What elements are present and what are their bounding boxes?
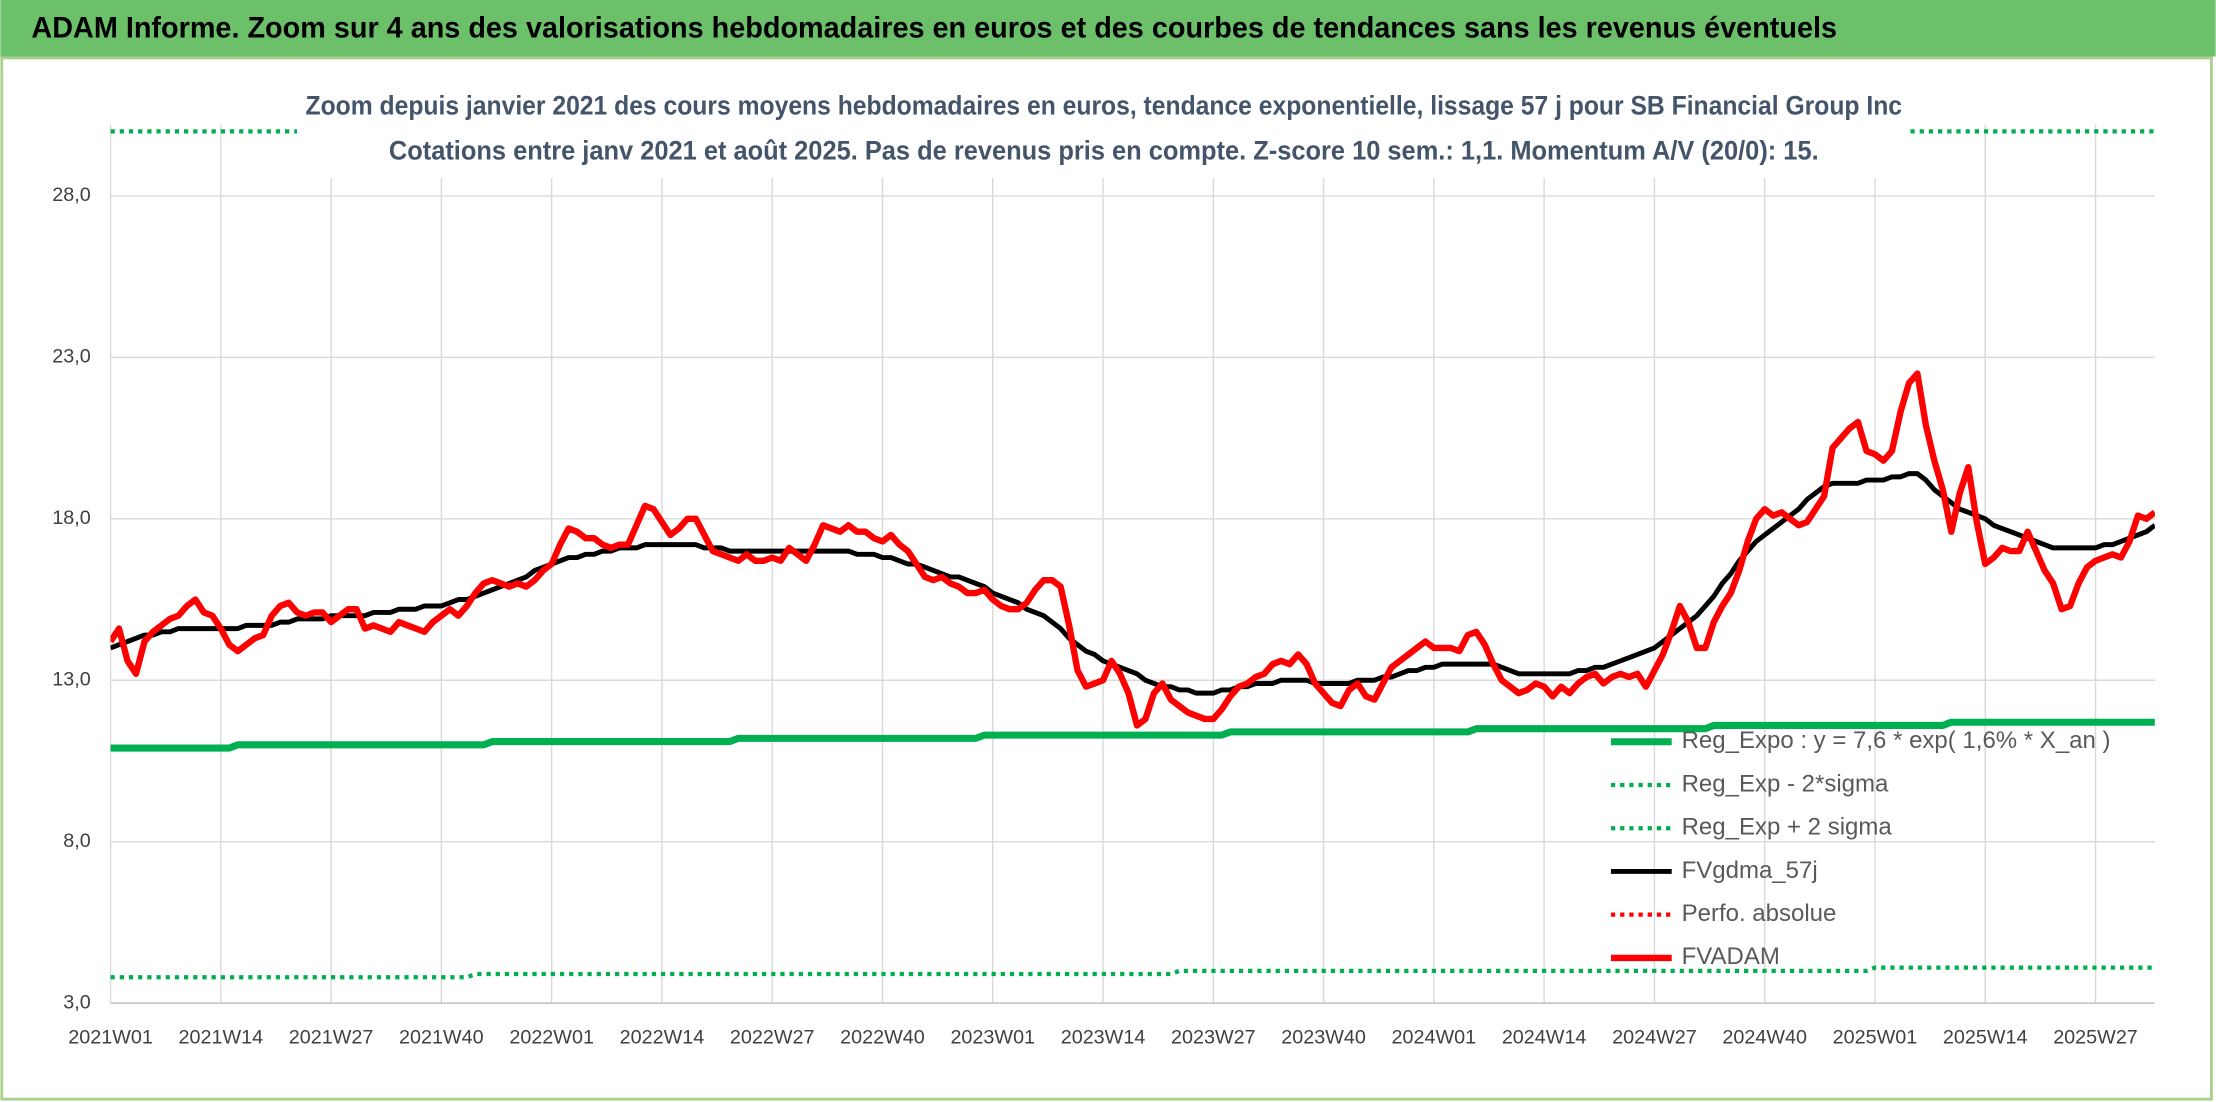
legend-label: Perfo. absolue <box>1682 900 1837 927</box>
axis-labels: 3,0 8,0 13,0 18,0 23,0 28,0 2021W01 2021W14 2021… <box>52 184 2138 1048</box>
legend-label: FVgdma_57j <box>1682 857 1818 884</box>
x-tick-label: 2022W14 <box>620 1027 705 1049</box>
x-tick-label: 2023W27 <box>1171 1027 1256 1049</box>
series-line <box>110 471 2155 696</box>
y-tick-label: 18,0 <box>52 507 90 529</box>
series-line <box>110 718 2155 752</box>
series-line <box>110 370 2155 729</box>
y-tick-label: 23,0 <box>52 346 90 368</box>
header-title: ADAM Informe. Zoom sur 4 ans des valoris… <box>31 11 1837 44</box>
legend-label: Reg_Expo : y = 7,6 * exp( 1,6% * X_an ) <box>1682 727 2111 754</box>
chart-subtitle: Cotations entre janv 2021 et août 2025. … <box>389 136 1819 166</box>
chart-title: Zoom depuis janvier 2021 des cours moyen… <box>306 90 1903 120</box>
y-tick-label: 13,0 <box>52 668 90 690</box>
x-tick-label: 2023W01 <box>950 1027 1035 1049</box>
x-tick-label: 2025W14 <box>1943 1027 2028 1049</box>
title-box <box>297 79 1911 179</box>
x-tick-label: 2024W27 <box>1612 1027 1697 1049</box>
x-tick-label: 2021W27 <box>289 1027 374 1049</box>
x-tick-label: 2025W27 <box>2053 1027 2138 1049</box>
x-tick-label: 2021W01 <box>68 1027 153 1049</box>
x-tick-label: 2024W01 <box>1392 1027 1477 1049</box>
legend-label: Reg_Exp + 2 sigma <box>1682 814 1893 841</box>
x-tick-label: 2025W01 <box>1833 1027 1918 1049</box>
x-tick-label: 2021W14 <box>179 1027 264 1049</box>
legend: Reg_Expo : y = 7,6 * exp( 1,6% * X_an ) R… <box>1610 727 2111 970</box>
y-tick-label: 28,0 <box>52 184 90 206</box>
x-tick-label: 2022W01 <box>509 1027 594 1049</box>
chart-frame <box>0 56 2213 1101</box>
x-tick-label: 2023W40 <box>1281 1027 1366 1049</box>
legend-label: Reg_Exp - 2*sigma <box>1682 770 1889 797</box>
x-tick-label: 2022W40 <box>840 1027 925 1049</box>
series-layer <box>110 129 2155 980</box>
x-tick-label: 2021W40 <box>399 1027 484 1049</box>
x-tick-label: 2024W40 <box>1722 1027 1807 1049</box>
grid <box>109 124 2155 1004</box>
x-tick-label: 2024W14 <box>1502 1027 1587 1049</box>
x-tick-label: 2023W14 <box>1061 1027 1146 1049</box>
legend-label: FVADAM <box>1682 943 1780 970</box>
x-tick-label: 2022W27 <box>730 1027 815 1049</box>
y-tick-label: 8,0 <box>63 830 90 852</box>
series-line <box>110 965 2155 980</box>
y-tick-label: 3,0 <box>63 991 90 1013</box>
header-bar <box>0 0 2216 57</box>
